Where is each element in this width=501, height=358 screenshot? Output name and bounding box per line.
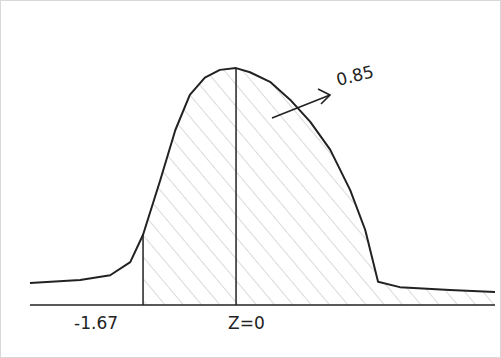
chart-container: -1.67 Z=0 0.85 <box>0 0 501 358</box>
annotation-arrow <box>272 95 330 118</box>
annotation: 0.85 <box>334 61 376 90</box>
shaded-area <box>143 68 495 305</box>
tick-label: Z=0 <box>228 313 265 333</box>
shade-group <box>143 68 495 305</box>
tick-line <box>235 68 237 305</box>
curve <box>30 68 495 292</box>
chart: -1.67 Z=0 0.85 <box>0 0 501 358</box>
background <box>1 1 501 358</box>
tick-label: -1.67 <box>74 313 118 333</box>
annotation-arrowhead <box>318 89 330 104</box>
x-axis <box>30 304 495 306</box>
plot-area <box>30 68 495 305</box>
tick-line <box>142 235 144 305</box>
